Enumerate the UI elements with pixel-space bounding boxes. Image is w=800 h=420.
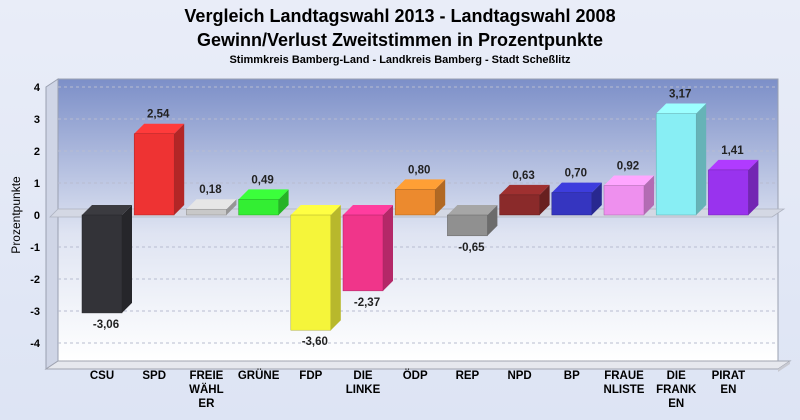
data-label: 0,18 bbox=[199, 184, 222, 196]
data-label: 2,54 bbox=[147, 109, 170, 121]
x-tick-label: SPD bbox=[142, 370, 166, 382]
x-tick-label: BP bbox=[564, 370, 580, 382]
y-axis-label: Prozentpunkte bbox=[9, 176, 23, 254]
bar bbox=[291, 215, 331, 330]
bar bbox=[186, 209, 226, 215]
x-tick-label: REP bbox=[456, 370, 480, 382]
x-tick-label: DIE bbox=[667, 370, 687, 382]
bar bbox=[500, 195, 540, 215]
bar-side bbox=[174, 124, 184, 215]
x-tick-label: CSU bbox=[90, 370, 114, 382]
data-label: -3,60 bbox=[302, 336, 328, 348]
data-label: 1,41 bbox=[721, 145, 744, 157]
data-label: -2,37 bbox=[354, 297, 380, 309]
y-tick-label: -4 bbox=[30, 338, 41, 350]
y-tick-label: 2 bbox=[34, 146, 40, 158]
data-label: 0,70 bbox=[565, 168, 587, 180]
x-tick-label: ÖDP bbox=[403, 369, 428, 382]
x-tick-label: GRÜNE bbox=[238, 369, 280, 382]
bar-side bbox=[383, 205, 393, 291]
data-label: 0,80 bbox=[408, 164, 430, 176]
bar-chart: 4 3 2 1 0 -1 -2 -3 -4 Prozentpunkte -3,06 CSU 2,54 S… bbox=[0, 0, 800, 420]
bar bbox=[134, 134, 174, 215]
bar bbox=[239, 199, 279, 215]
x-tick-label: FREIE bbox=[189, 370, 223, 382]
bar bbox=[656, 114, 696, 215]
y-tick-label: 4 bbox=[34, 82, 41, 94]
bar bbox=[343, 215, 383, 291]
y-tick-label: -1 bbox=[30, 242, 40, 254]
plot-floor bbox=[46, 361, 790, 369]
x-tick-label: FDP bbox=[299, 370, 322, 382]
bar-side bbox=[331, 205, 341, 330]
data-label: -0,65 bbox=[458, 242, 485, 254]
bar bbox=[447, 215, 487, 236]
y-tick-label: 1 bbox=[34, 178, 40, 190]
y-tick-label: -3 bbox=[30, 306, 40, 318]
plot-left-wall bbox=[46, 79, 58, 369]
data-label: 0,63 bbox=[512, 170, 534, 182]
x-tick-label: ER bbox=[198, 398, 215, 410]
y-tick-label: 0 bbox=[34, 210, 40, 222]
x-tick-label: LINKE bbox=[346, 384, 381, 396]
bar bbox=[82, 215, 122, 313]
x-tick-label: EN bbox=[720, 384, 736, 396]
data-label: 0,49 bbox=[251, 174, 273, 186]
bar bbox=[604, 186, 644, 215]
bar bbox=[552, 193, 592, 215]
x-tick-label: EN bbox=[668, 398, 684, 410]
data-label: -3,06 bbox=[93, 319, 119, 331]
x-tick-label: NPD bbox=[507, 370, 531, 382]
x-tick-label: FRAUE bbox=[604, 370, 644, 382]
x-tick-label: NLISTE bbox=[604, 384, 645, 396]
bar-side bbox=[696, 104, 706, 215]
x-tick-label: PIRAT bbox=[712, 370, 746, 382]
bar-side bbox=[122, 205, 132, 313]
y-tick-label: -2 bbox=[30, 274, 40, 286]
bar bbox=[708, 170, 748, 215]
x-tick-label: DIE bbox=[353, 370, 373, 382]
bar bbox=[395, 189, 435, 215]
x-tick-label: FRANK bbox=[656, 384, 697, 396]
data-label: 3,17 bbox=[669, 89, 691, 101]
y-tick-label: 3 bbox=[34, 114, 40, 126]
data-label: 0,92 bbox=[617, 161, 639, 173]
x-tick-label: WÄHL bbox=[189, 383, 224, 396]
